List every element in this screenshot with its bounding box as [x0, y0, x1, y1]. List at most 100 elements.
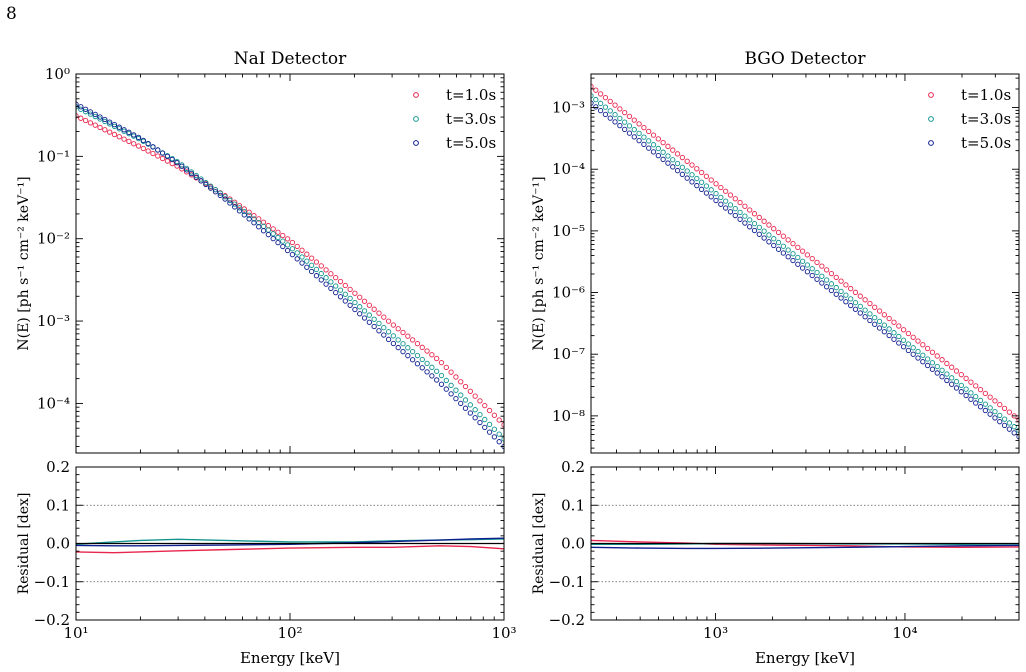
- data-point: [612, 119, 618, 125]
- data-point: [915, 348, 921, 355]
- data-point: [963, 375, 969, 382]
- residual-line: [76, 545, 504, 554]
- axes-frame: [75, 73, 505, 454]
- data-point: [275, 229, 281, 235]
- data-point: [756, 214, 762, 221]
- data-point: [857, 310, 863, 316]
- data-point: [915, 338, 921, 344]
- data-point: [448, 382, 454, 388]
- data-point: [289, 239, 296, 246]
- data-point: [294, 243, 300, 250]
- data-point: [477, 398, 483, 404]
- data-point: [785, 237, 791, 243]
- data-point: [395, 337, 401, 343]
- data-point: [790, 251, 796, 257]
- data-point: [232, 201, 238, 207]
- data-point: [135, 134, 142, 141]
- data-point: [222, 196, 228, 202]
- data-point: [900, 344, 907, 350]
- data-point: [713, 190, 719, 197]
- data-point: [347, 286, 353, 293]
- y-axis-label: Residual [dex]: [531, 493, 547, 595]
- data-point: [107, 119, 113, 125]
- data-point: [848, 285, 854, 292]
- data-point: [313, 259, 320, 265]
- data-point: [102, 116, 108, 123]
- data-point: [809, 255, 815, 262]
- data-point: [289, 251, 296, 258]
- data-point: [381, 332, 387, 338]
- data-point: [390, 333, 397, 339]
- data-point: [833, 291, 839, 297]
- data-point: [977, 397, 984, 404]
- y-tick-label: 0.2: [561, 458, 585, 476]
- data-point: [299, 254, 305, 260]
- y-axis-label: Residual [dex]: [16, 493, 32, 595]
- data-point: [775, 246, 782, 252]
- data-point: [131, 132, 137, 138]
- data-point: [591, 83, 594, 90]
- data-point: [82, 117, 89, 124]
- data-point: [434, 355, 440, 362]
- legend-marker: [413, 92, 419, 98]
- data-point: [958, 382, 964, 388]
- data-point: [496, 439, 502, 445]
- data-point: [207, 183, 214, 189]
- data-point: [414, 340, 421, 347]
- data-point: [833, 284, 839, 291]
- data-point: [87, 120, 94, 126]
- data-point: [328, 279, 334, 285]
- data-point: [491, 434, 498, 440]
- data-point: [405, 333, 411, 339]
- data-point: [924, 356, 931, 362]
- data-point: [294, 256, 300, 262]
- data-point: [414, 361, 421, 367]
- data-point: [400, 348, 406, 355]
- data-point: [323, 281, 329, 287]
- data-point: [876, 325, 883, 331]
- data-point: [357, 311, 363, 317]
- data-point: [674, 167, 681, 174]
- data-point: [607, 98, 613, 105]
- data-point: [107, 129, 113, 135]
- data-point: [121, 136, 127, 142]
- data-point: [227, 197, 233, 204]
- data-point: [718, 194, 724, 200]
- data-point: [438, 359, 445, 366]
- data-point: [87, 109, 94, 115]
- data-point: [751, 227, 758, 234]
- data-point: [747, 224, 753, 230]
- data-point: [333, 289, 339, 296]
- data-point: [814, 276, 820, 282]
- y-tick-label: 0.0: [561, 535, 585, 553]
- x-axis-label: Energy [keV]: [240, 649, 340, 667]
- data-point: [977, 404, 984, 410]
- data-point: [486, 407, 493, 414]
- data-point: [275, 239, 281, 246]
- data-point: [626, 113, 633, 120]
- data-point: [670, 147, 676, 153]
- data-point: [593, 96, 599, 103]
- data-point: [477, 411, 483, 418]
- data-point: [881, 329, 887, 335]
- data-point: [646, 138, 652, 144]
- data-point: [857, 303, 863, 310]
- legend-label: t=3.0s: [446, 110, 496, 128]
- data-point: [771, 226, 777, 232]
- data-point: [708, 187, 714, 193]
- data-point: [395, 326, 401, 332]
- data-point: [689, 162, 695, 168]
- data-point: [823, 284, 830, 290]
- data-point: [131, 141, 137, 147]
- data-point: [997, 412, 1003, 419]
- data-point: [799, 265, 806, 271]
- data-point: [756, 224, 762, 231]
- y-tick-label: 10⁻⁷: [552, 345, 585, 363]
- data-point: [626, 130, 633, 136]
- data-point: [934, 370, 940, 376]
- data-point: [679, 171, 686, 177]
- data-point: [953, 378, 960, 385]
- y-tick-label: −0.1: [549, 573, 585, 591]
- data-point: [790, 257, 796, 264]
- data-point: [78, 115, 84, 121]
